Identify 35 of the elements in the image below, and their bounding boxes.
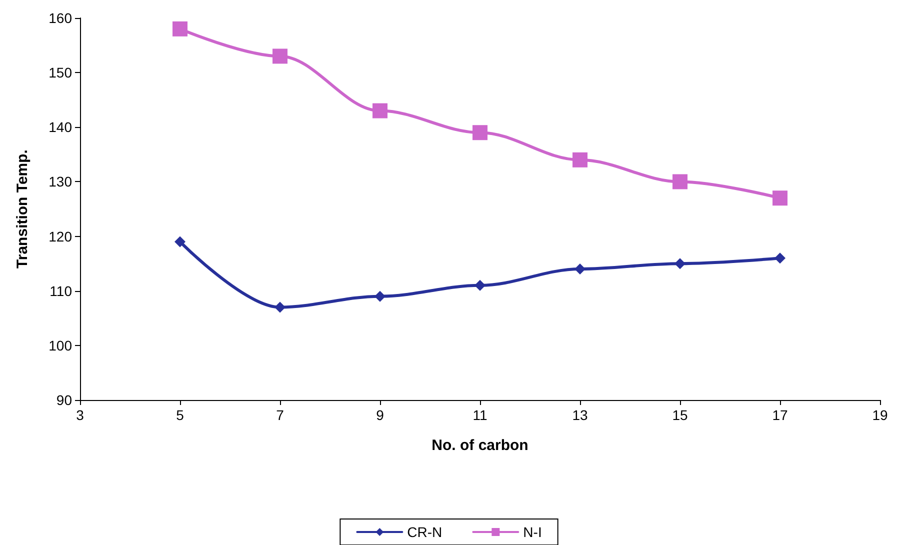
y-axis-title: Transition Temp. <box>14 150 31 268</box>
y-tick-label: 130 <box>48 174 72 190</box>
y-tick-label: 90 <box>56 392 72 408</box>
point <box>272 48 288 64</box>
point <box>374 290 386 302</box>
point <box>174 236 186 248</box>
point <box>674 258 686 270</box>
point <box>172 21 188 36</box>
y-tick-label: 120 <box>48 228 72 244</box>
y-tick-label: 110 <box>50 282 72 299</box>
y-tick-label: 150 <box>48 64 72 81</box>
y-tick-label: 160 <box>48 10 72 26</box>
x-tick-label: 15 <box>672 407 688 423</box>
x-tick-label: 9 <box>376 407 384 423</box>
point <box>572 152 588 168</box>
y-tick-label: 100 <box>48 337 72 354</box>
point <box>574 264 586 275</box>
point <box>672 174 688 190</box>
x-tick-label: 11 <box>472 407 488 423</box>
x-tick-label: 17 <box>772 407 788 423</box>
x-tick-label: 5 <box>176 407 184 423</box>
point <box>772 190 788 206</box>
x-tick-label: 3 <box>76 407 84 423</box>
y-tick-label: 140 <box>48 119 72 136</box>
point <box>372 103 388 118</box>
point <box>274 302 286 313</box>
x-tick-label: 7 <box>276 407 284 423</box>
point <box>774 252 786 264</box>
x-tick-label: 19 <box>872 407 888 423</box>
legend-label: CR-N <box>407 524 442 540</box>
legend-label: N-I <box>523 524 542 540</box>
point <box>474 280 486 291</box>
x-tick-label: 13 <box>572 407 588 423</box>
x-axis-title: No. of carbon <box>432 437 528 454</box>
point <box>472 125 488 140</box>
